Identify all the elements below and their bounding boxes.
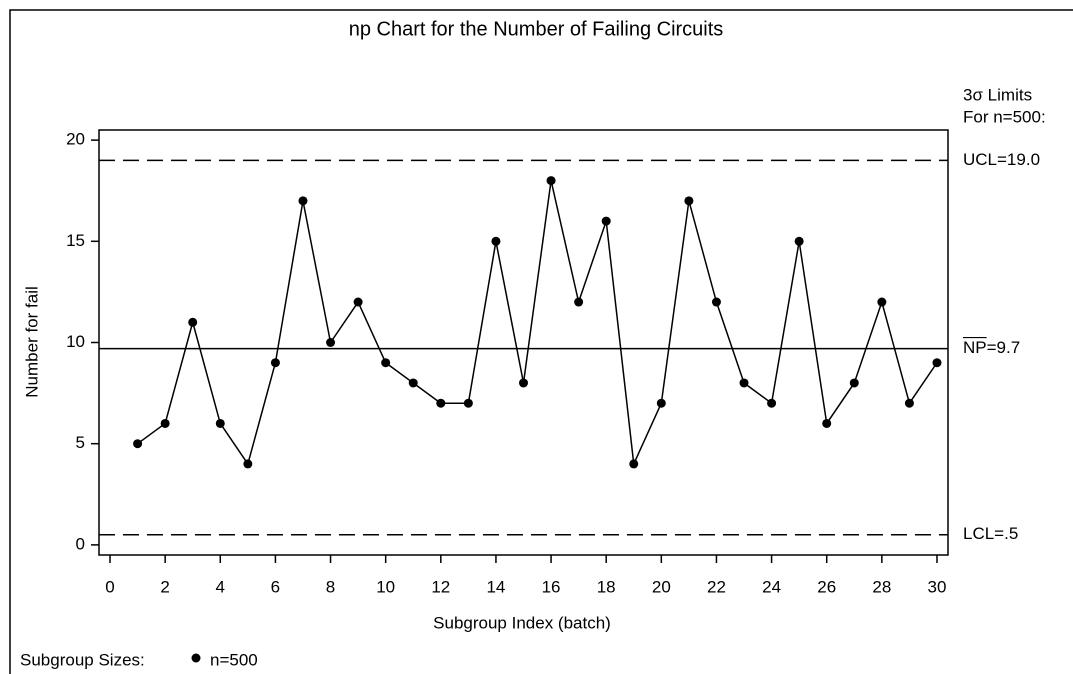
data-point <box>767 398 777 408</box>
x-tick-label: 24 <box>762 577 781 596</box>
data-point <box>270 358 280 368</box>
data-point <box>215 418 225 428</box>
data-point <box>243 459 253 469</box>
x-tick-label: 4 <box>216 577 225 596</box>
data-point <box>877 297 887 307</box>
x-tick-label: 2 <box>160 577 169 596</box>
x-axis-label: Subgroup Index (batch) <box>433 613 611 632</box>
x-tick-label: 0 <box>105 577 114 596</box>
data-point <box>381 358 391 368</box>
x-tick-label: 18 <box>597 577 616 596</box>
data-point <box>188 317 198 327</box>
x-tick-label: 20 <box>652 577 671 596</box>
series-line <box>137 180 938 467</box>
data-point <box>298 196 308 206</box>
x-tick-label: 26 <box>817 577 836 596</box>
control-limit-label: NP=9.7 <box>963 338 1020 357</box>
data-point <box>822 418 832 428</box>
data-point <box>326 338 336 347</box>
y-tick-label: 20 <box>66 130 85 149</box>
limits-header: For n=500: <box>963 107 1046 126</box>
y-tick-label: 15 <box>66 231 85 250</box>
x-tick-label: 30 <box>928 577 947 596</box>
x-tick-label: 10 <box>376 577 395 596</box>
data-point <box>463 398 473 408</box>
data-point <box>491 236 501 246</box>
data-point <box>436 398 446 408</box>
data-point <box>519 378 528 388</box>
x-tick-label: 6 <box>271 577 280 596</box>
data-point <box>133 439 143 449</box>
control-limit-label: UCL=19.0 <box>963 150 1040 169</box>
data-point <box>408 378 418 388</box>
data-point <box>160 418 170 428</box>
data-point <box>353 297 363 307</box>
y-axis-label: Number for fail <box>22 286 41 397</box>
y-tick-label: 10 <box>66 332 85 351</box>
data-point <box>629 459 639 469</box>
data-point <box>574 297 584 307</box>
x-tick-label: 28 <box>872 577 891 596</box>
data-point <box>656 398 666 408</box>
legend-marker <box>191 653 201 663</box>
chart-title: np Chart for the Number of Failing Circu… <box>349 18 724 40</box>
data-point <box>601 216 611 226</box>
data-point <box>794 236 804 246</box>
x-tick-label: 14 <box>486 577 505 596</box>
data-point <box>546 176 556 186</box>
x-tick-label: 12 <box>431 577 450 596</box>
limits-header: 3σ Limits <box>963 85 1032 104</box>
data-point <box>849 378 859 388</box>
outer-frame <box>9 9 1073 674</box>
x-tick-label: 16 <box>542 577 561 596</box>
y-tick-label: 0 <box>76 534 85 553</box>
y-tick-label: 5 <box>76 433 85 452</box>
data-point <box>684 196 694 206</box>
data-point <box>711 297 721 307</box>
legend-title: Subgroup Sizes: <box>20 650 145 669</box>
x-tick-label: 22 <box>707 577 726 596</box>
data-point <box>904 398 914 408</box>
x-tick-label: 8 <box>326 577 335 596</box>
data-point <box>932 358 942 368</box>
control-limit-label: LCL=.5 <box>963 524 1018 543</box>
legend-label: n=500 <box>210 650 258 669</box>
data-point <box>739 378 749 388</box>
